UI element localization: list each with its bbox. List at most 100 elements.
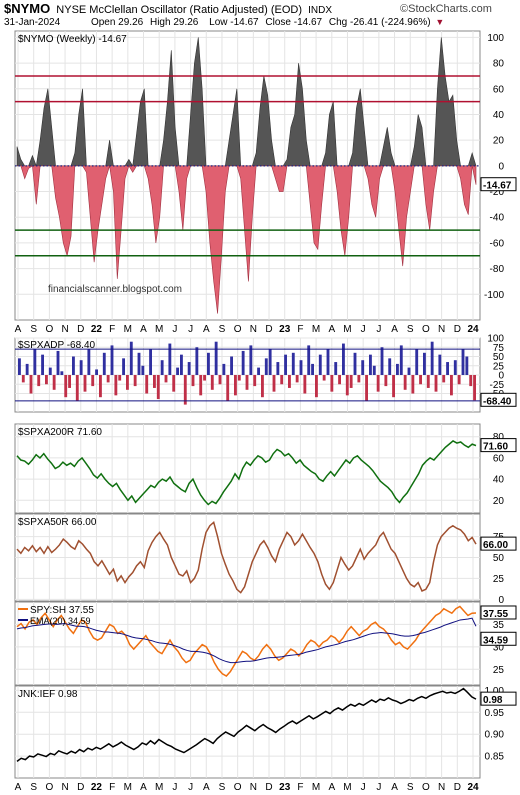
x-tick-label-bottom: O bbox=[45, 782, 53, 793]
x-tick-label: J bbox=[361, 324, 366, 335]
adp-bar bbox=[399, 345, 403, 375]
x-tick-label: M bbox=[155, 324, 163, 335]
adp-bar bbox=[18, 358, 21, 375]
adp-bar bbox=[48, 367, 52, 375]
adp-bar bbox=[280, 375, 284, 385]
adp-bar bbox=[68, 375, 71, 388]
adp-bar bbox=[45, 375, 48, 385]
x-tick-label: J bbox=[172, 324, 177, 335]
y-tick-label: 40 bbox=[493, 110, 505, 121]
adp-bar bbox=[222, 363, 226, 375]
adp-bar bbox=[442, 375, 446, 383]
adp-bar bbox=[272, 375, 276, 392]
header-close: Close -14.67 bbox=[265, 17, 323, 28]
adp-bar bbox=[361, 360, 365, 375]
y-tick-label: 1.00 bbox=[485, 686, 505, 697]
adp-bar bbox=[245, 375, 249, 390]
x-tick-label: N bbox=[61, 324, 68, 335]
y-tick-label: 100 bbox=[487, 33, 504, 44]
adp-bar bbox=[276, 362, 280, 375]
adp-bar bbox=[79, 360, 83, 375]
x-tick-label: A bbox=[203, 324, 210, 335]
header-open: Open 29.26 bbox=[90, 17, 144, 28]
last-value-tag-box bbox=[480, 177, 517, 192]
last-value-jnkief: 0.98 bbox=[483, 695, 503, 706]
nymo-negative-area bbox=[17, 165, 477, 314]
adp-bar bbox=[126, 375, 129, 390]
adp-bar bbox=[99, 375, 102, 398]
x-tick-label: J bbox=[376, 324, 381, 335]
adp-bar bbox=[434, 375, 438, 392]
adp-bar bbox=[149, 349, 152, 375]
adp-bar bbox=[241, 350, 245, 375]
adp-bar bbox=[141, 365, 145, 375]
adp-bar bbox=[284, 354, 287, 375]
y-tick-label: 75 bbox=[493, 343, 505, 354]
adp-bar bbox=[29, 375, 33, 394]
last-value-ema20: 34.59 bbox=[483, 635, 508, 646]
adp-bar bbox=[469, 375, 473, 387]
last-value-nymo: -14.67 bbox=[483, 181, 512, 192]
x-tick-label: D bbox=[454, 324, 461, 335]
x-tick-label: F bbox=[109, 324, 115, 335]
y-tick-label: -60 bbox=[490, 238, 505, 249]
panel-frame-6 bbox=[14, 685, 481, 779]
adp-bar bbox=[268, 349, 272, 375]
adp-bar bbox=[419, 375, 422, 385]
ema20-line bbox=[16, 617, 477, 664]
x-tick-label-bottom: S bbox=[219, 782, 226, 793]
adp-bar bbox=[234, 375, 237, 396]
y-tick-label: 30 bbox=[493, 642, 505, 653]
x-tick-label: A bbox=[391, 324, 398, 335]
x-tick-label-bottom: A bbox=[140, 782, 147, 793]
x-tick-label-bottom: J bbox=[376, 782, 381, 793]
y-tick-label: 50 bbox=[493, 352, 505, 363]
adp-bar bbox=[372, 365, 376, 375]
jnkief-line bbox=[16, 687, 477, 762]
x-tick-label-bottom: O bbox=[234, 782, 242, 793]
adp-bar bbox=[288, 375, 291, 388]
panel-legend-spxa50r: $SPXA50R 66.00 bbox=[18, 517, 97, 528]
adp-bar bbox=[168, 343, 172, 375]
x-tick-label: O bbox=[234, 324, 242, 335]
adp-bar bbox=[307, 345, 311, 375]
x-tick-label-bottom: A bbox=[391, 782, 398, 793]
panel-legend-spxa200r: $SPXA200R 71.60 bbox=[18, 427, 102, 438]
adp-bar bbox=[311, 363, 314, 375]
header-high: High 29.26 bbox=[149, 17, 199, 28]
adp-bar bbox=[25, 363, 29, 375]
adp-bar bbox=[318, 354, 322, 375]
adp-bar bbox=[384, 375, 388, 387]
adp-bar bbox=[156, 375, 160, 400]
adp-bar bbox=[87, 349, 91, 375]
adp-bar bbox=[180, 354, 183, 375]
y-tick-label: -100 bbox=[484, 290, 504, 301]
adp-bar bbox=[160, 360, 164, 375]
x-tick-label: 23 bbox=[279, 324, 291, 335]
y-tick-label: 20 bbox=[493, 496, 505, 507]
adp-bar bbox=[37, 375, 41, 387]
header-exchange: INDX bbox=[308, 5, 333, 16]
adp-bar bbox=[415, 349, 419, 375]
adp-bar bbox=[95, 369, 98, 375]
adp-bar bbox=[207, 352, 210, 375]
x-tick-label-bottom: S bbox=[30, 782, 37, 793]
adp-bar bbox=[438, 354, 442, 375]
x-tick-label-bottom: D bbox=[454, 782, 461, 793]
adp-bar bbox=[133, 375, 137, 387]
x-tick-label: A bbox=[140, 324, 147, 335]
x-tick-label-bottom: D bbox=[265, 782, 272, 793]
adp-bar bbox=[106, 375, 110, 383]
adp-bar bbox=[203, 375, 206, 381]
adp-bar bbox=[249, 345, 253, 375]
x-tick-label-bottom: J bbox=[172, 782, 177, 793]
x-tick-label-bottom: N bbox=[438, 782, 445, 793]
x-tick-label: O bbox=[422, 324, 430, 335]
x-tick-label: A bbox=[15, 324, 22, 335]
adp-bar bbox=[122, 358, 125, 375]
adp-bar bbox=[129, 341, 133, 375]
x-tick-label: N bbox=[250, 324, 257, 335]
adp-bar bbox=[183, 375, 187, 405]
adp-bar bbox=[83, 375, 87, 392]
